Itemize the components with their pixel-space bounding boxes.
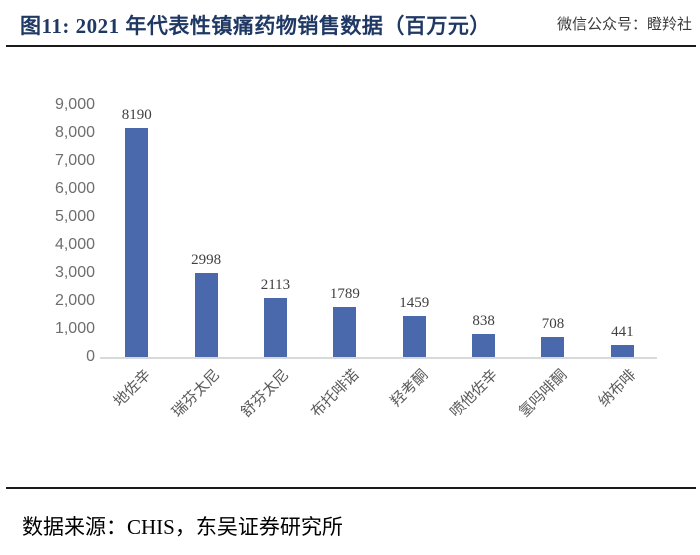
bar-value-label: 8190 <box>121 106 152 123</box>
y-axis-tick-label: 5,000 <box>54 208 95 225</box>
bar-纳布啡 <box>610 344 634 357</box>
y-axis-tick-label: 3,000 <box>54 264 95 281</box>
data-source-note: 数据来源：CHIS，东吴证券研究所 <box>22 515 343 539</box>
y-axis-tick-label: 6,000 <box>54 180 95 197</box>
bar-value-label: 2113 <box>260 276 291 293</box>
bar-value-label: 708 <box>541 316 565 333</box>
bar-value-label: 838 <box>472 312 495 329</box>
footer-divider-line <box>6 487 696 489</box>
y-axis-tick-label: 4,000 <box>54 236 95 253</box>
x-axis-line <box>100 357 657 359</box>
bar-布托啡诺 <box>333 306 357 357</box>
y-axis-tick-label: 0 <box>86 348 95 365</box>
title-divider-line <box>6 45 696 47</box>
bar-喷他佐辛 <box>472 333 496 357</box>
y-axis-tick-label: 8,000 <box>54 124 95 141</box>
y-axis-tick-label: 1,000 <box>54 320 95 337</box>
bar-value-label: 441 <box>611 323 634 340</box>
bar-value-label: 2998 <box>191 252 222 269</box>
y-axis-tick-label: 9,000 <box>54 96 95 113</box>
bar-羟考酮 <box>402 316 426 357</box>
bar-舒芬太尼 <box>263 297 287 357</box>
bar-value-label: 1789 <box>329 285 360 302</box>
bar-value-label: 1459 <box>399 295 430 312</box>
bar-地佐辛 <box>125 127 149 357</box>
y-axis-tick-label: 7,000 <box>54 152 95 169</box>
bar-瑞芬太尼 <box>194 273 218 357</box>
bar-氢吗啡酮 <box>541 337 565 357</box>
wechat-watermark: 微信公众号：瞪羚社 <box>556 16 692 33</box>
y-axis-tick-label: 2,000 <box>54 292 95 309</box>
figure-title: 图11: 2021 年代表性镇痛药物销售数据（百万元） <box>20 14 491 38</box>
